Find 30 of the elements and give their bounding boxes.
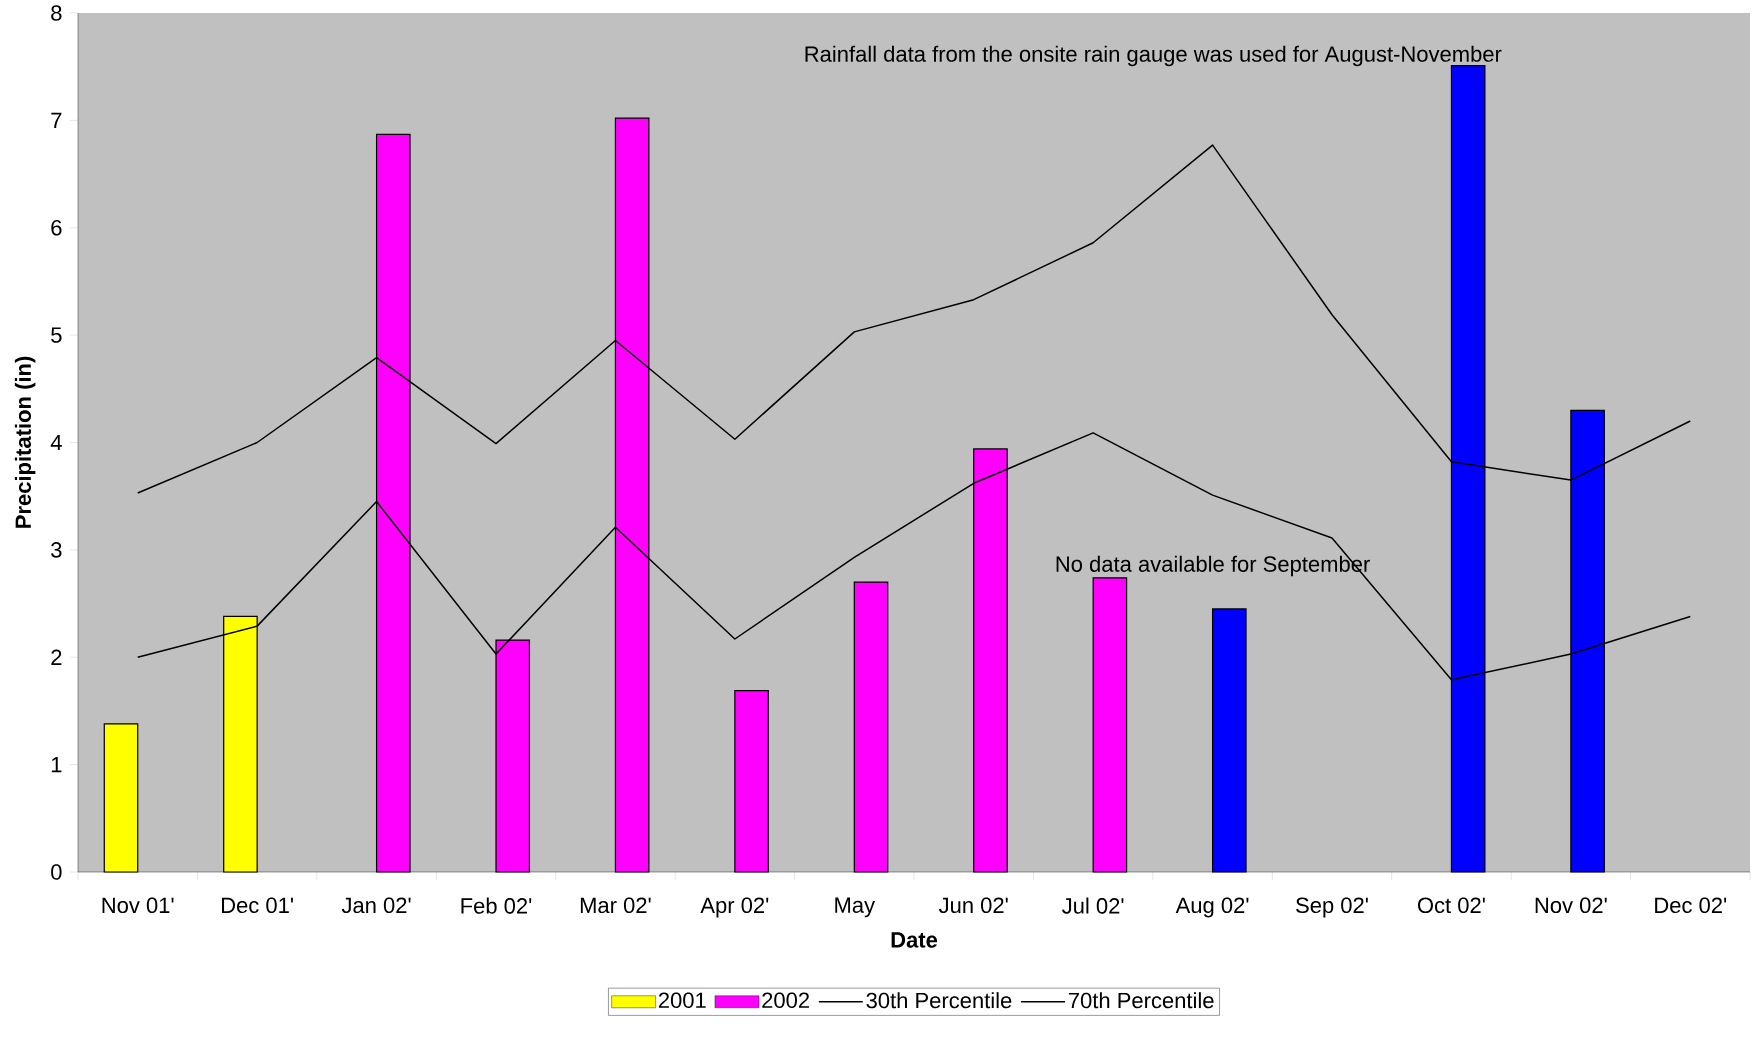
x-tick-label: Sep 02' [1296, 897, 1368, 918]
y-tick-label: 7 [51, 112, 62, 128]
x-tick-label: Jan 02' [341, 897, 411, 914]
y-tick-label: 1 [51, 757, 62, 773]
x-tick-label: Jun 02' [938, 897, 1008, 914]
x-tick-label: Aug 02' [1175, 897, 1249, 918]
y-tick-label: 4 [50, 434, 62, 451]
x-tick-label: Dec 02' [1655, 897, 1727, 914]
legend-label: 30th Percentile [866, 992, 1012, 1009]
x-tick-label: Nov 01' [102, 897, 174, 914]
y-tick-label: 8 [51, 5, 62, 21]
y-tick-label: 6 [51, 219, 62, 236]
x-tick-label: Mar 02' [580, 897, 651, 914]
y-axis-title: Precipitation (in) [14, 356, 36, 528]
x-tick-label: Oct 02' [1417, 897, 1485, 914]
x-axis-title: Date [891, 932, 938, 948]
legend-label: 2002 [762, 992, 809, 1009]
y-tick-label: 3 [51, 542, 62, 558]
x-tick-label: Dec 01' [222, 897, 293, 914]
x-tick-label: Apr 02' [700, 897, 769, 918]
y-tick-label: 5 [51, 327, 62, 343]
y-tick-label: 0 [51, 864, 62, 880]
y-tick-label: 2 [51, 649, 62, 665]
x-tick-label: Jul 02' [1062, 897, 1124, 914]
legend-label: 2001 [658, 992, 706, 1009]
x-tick-label: May [835, 897, 876, 918]
annotation: Rainfall data from the onsite rain gauge was used for August-November [805, 45, 1502, 67]
x-tick-label: Nov 02' [1535, 897, 1607, 914]
legend-label: 70th Percentile [1068, 992, 1214, 1009]
x-tick-label: Feb 02' [461, 897, 532, 914]
